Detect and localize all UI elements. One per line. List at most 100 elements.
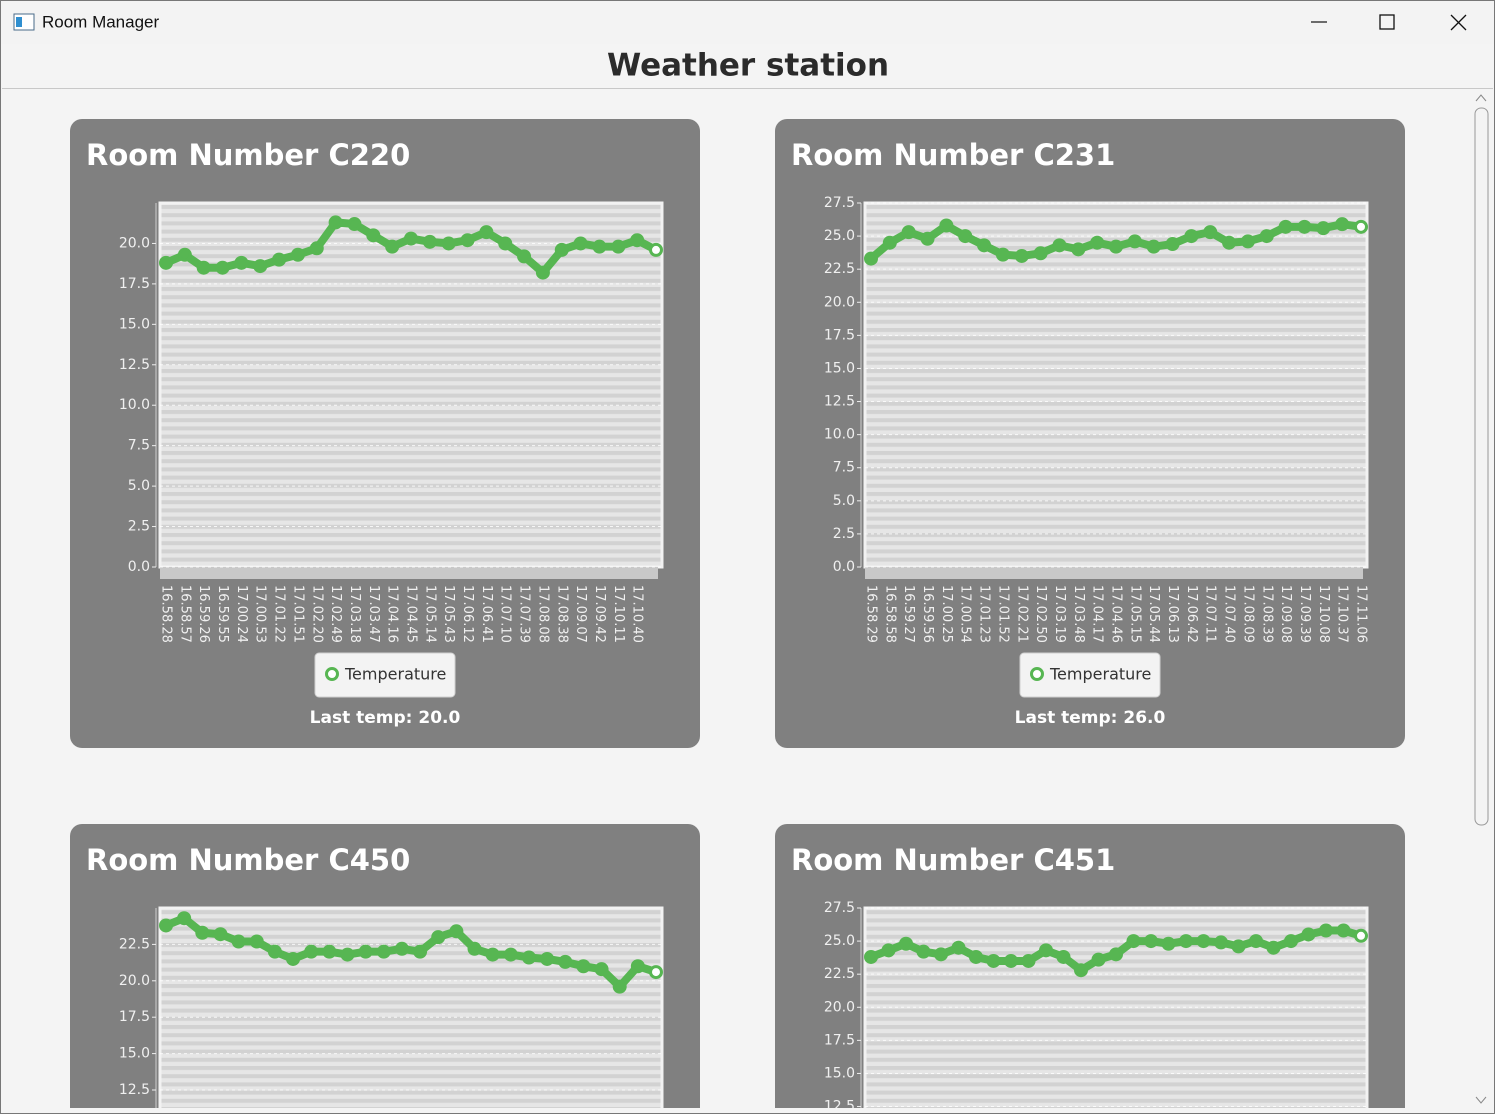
x-tick-label: 17.02.21 — [1014, 585, 1029, 643]
y-tick-label: 17.5 — [119, 1009, 150, 1025]
x-tick-label: 17.04.45 — [404, 585, 419, 643]
data-point — [1021, 953, 1036, 968]
x-tick-label: 17.02.20 — [309, 585, 324, 643]
x-tick-label: 16.58.57 — [177, 585, 192, 643]
header-title: Weather station — [607, 48, 889, 84]
data-point — [479, 225, 494, 240]
data-point — [177, 911, 192, 926]
data-point — [413, 944, 428, 959]
content: Room Number C220 0.0 2.5 5.0 7.5 10.0 12.5 15.0… — [70, 119, 1405, 1114]
x-tick-label: 16.59.26 — [196, 585, 211, 643]
data-point — [1316, 221, 1331, 236]
x-tick-label: 17.07.10 — [498, 585, 513, 643]
y-tick-label: 17.5 — [119, 276, 150, 292]
y-tick-label: 7.5 — [833, 460, 855, 476]
data-point — [460, 233, 475, 248]
data-point — [517, 249, 532, 264]
x-tick-label: 17.02.49 — [328, 585, 343, 643]
data-point — [612, 979, 627, 994]
data-point — [1091, 952, 1106, 967]
room-panel: Room Number C220 0.0 2.5 5.0 7.5 10.0 12.5 15.0… — [70, 119, 700, 748]
data-point — [1165, 237, 1180, 252]
data-point — [1354, 928, 1368, 943]
data-point — [864, 949, 878, 964]
data-point — [1284, 934, 1298, 949]
data-point — [376, 944, 391, 959]
data-point — [267, 944, 282, 959]
x-tick-label: 16.58.28 — [159, 585, 174, 643]
x-axis-bar — [865, 567, 1363, 579]
x-tick-label: 17.09.39 — [1297, 585, 1312, 643]
close-button[interactable] — [1450, 14, 1467, 31]
data-point — [394, 941, 409, 956]
legend-box — [314, 652, 456, 698]
data-point — [899, 936, 913, 951]
data-point — [630, 959, 645, 974]
data-point — [1146, 239, 1161, 254]
data-point — [977, 238, 992, 253]
data-point — [1354, 219, 1368, 234]
data-point — [1240, 234, 1255, 249]
x-tick-label: 16.59.56 — [920, 585, 935, 643]
x-tick-label: 16.58.29 — [864, 585, 879, 643]
data-point — [881, 943, 896, 958]
data-point — [1179, 934, 1193, 949]
y-tick-label: 5.0 — [833, 493, 855, 509]
x-tick-label: 17.03.47 — [366, 585, 381, 643]
scrollbar[interactable] — [1474, 94, 1489, 1104]
data-point — [592, 239, 607, 254]
plot-background — [865, 203, 1367, 567]
x-tick-label: 17.06.13 — [1165, 585, 1180, 643]
y-tick-label: 12.5 — [119, 1082, 150, 1098]
x-tick-label: 17.05.15 — [1127, 585, 1142, 643]
x-tick-label: 17.03.19 — [1052, 585, 1067, 643]
y-tick-label: 15.0 — [824, 1065, 855, 1081]
data-point — [630, 233, 645, 248]
x-tick-label: 17.05.44 — [1146, 585, 1161, 643]
data-point — [503, 947, 518, 962]
x-tick-label: 17.02.50 — [1033, 585, 1048, 643]
x-tick-label: 17.00.54 — [958, 585, 973, 643]
x-tick-label: 16.59.55 — [215, 585, 230, 643]
data-point — [521, 950, 536, 965]
data-point — [1336, 923, 1351, 938]
data-point — [535, 265, 550, 280]
data-point — [594, 962, 609, 977]
legend-symbol — [325, 667, 339, 681]
panel-title: Room Number C231 — [791, 138, 1115, 172]
x-tick-label: 17.08.38 — [554, 585, 569, 643]
x-tick-label: 17.01.22 — [272, 585, 287, 643]
data-point — [576, 959, 591, 974]
data-point — [215, 260, 230, 275]
last-temp: Last temp: 20.0 — [310, 708, 461, 728]
data-point — [249, 934, 264, 949]
data-point — [1196, 934, 1211, 949]
plot-background — [160, 203, 662, 567]
y-tick-label: 2.5 — [128, 519, 150, 535]
legend: Temperature — [1019, 652, 1161, 698]
data-point — [177, 247, 192, 262]
x-tick-label: 17.00.24 — [234, 585, 249, 643]
legend-box — [1019, 652, 1161, 698]
data-point — [422, 234, 437, 249]
data-point — [347, 217, 362, 232]
data-point — [1014, 248, 1029, 263]
y-tick-label: 20.0 — [824, 999, 855, 1015]
x-tick-label: 17.03.18 — [347, 585, 362, 643]
data-point — [649, 965, 663, 980]
y-tick-label: 5.0 — [128, 478, 150, 494]
data-point — [213, 927, 228, 942]
y-tick-label: 22.5 — [119, 936, 150, 952]
x-tick-label: 17.09.42 — [592, 585, 607, 643]
maximize-button[interactable] — [1379, 14, 1395, 30]
data-point — [159, 255, 173, 270]
x-tick-label: 17.06.42 — [1184, 585, 1199, 643]
title-bar — [1, 1, 1494, 44]
data-point — [253, 259, 268, 274]
x-tick-label: 17.07.40 — [1222, 585, 1237, 643]
x-tick-label: 17.03.48 — [1071, 585, 1086, 643]
data-point — [1109, 947, 1123, 962]
data-point — [934, 947, 948, 962]
y-tick-label: 12.5 — [824, 1099, 855, 1114]
